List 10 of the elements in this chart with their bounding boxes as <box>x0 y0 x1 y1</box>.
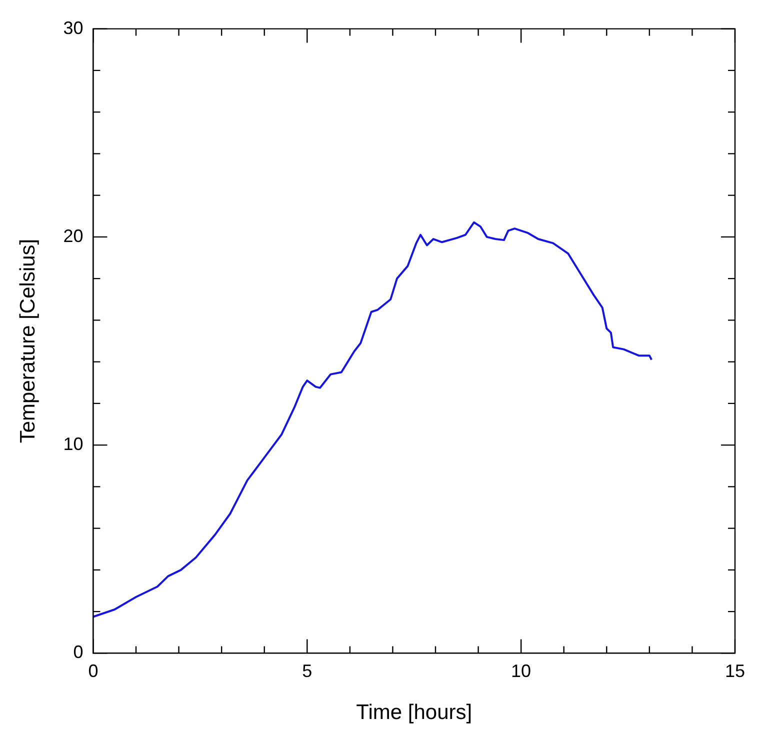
x-tick-label: 0 <box>88 660 98 681</box>
x-tick-label: 5 <box>302 660 312 681</box>
y-axis-title: Temperature [Celsius] <box>16 238 40 444</box>
y-tick-label: 30 <box>63 18 84 38</box>
y-tick-label: 20 <box>63 226 84 246</box>
y-tick-label: 0 <box>73 642 84 662</box>
x-axis-title: Time [hours] <box>356 701 472 724</box>
x-tick-label: 15 <box>724 660 746 681</box>
x-tick-label: 10 <box>511 660 532 681</box>
y-tick-label: 10 <box>63 434 84 454</box>
